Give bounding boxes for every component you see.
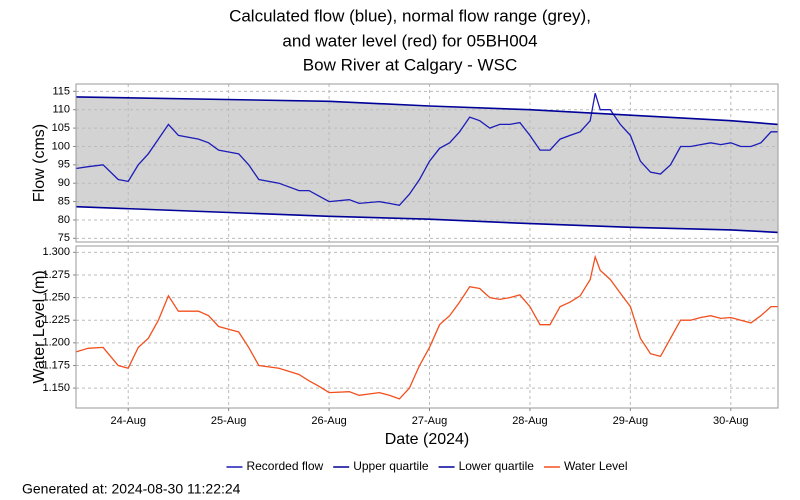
legend-label: Lower quartile (459, 459, 535, 473)
y-tick-label: 115 (52, 85, 70, 97)
chart-title: and water level (red) for 05BH004 (282, 31, 537, 50)
series-line (76, 205, 778, 234)
x-axis-label: Date (2024) (385, 431, 470, 448)
x-tick-label: 27-Aug (412, 415, 447, 427)
y-tick-label: 1.275 (42, 269, 70, 281)
y-tick-label: 1.150 (42, 382, 70, 394)
x-tick-label: 26-Aug (311, 415, 346, 427)
plot-frame (75, 83, 779, 243)
y-tick-label: 1.175 (42, 359, 70, 371)
y-tick-label: 1.200 (42, 337, 70, 349)
y-tick-label: 85 (58, 195, 70, 207)
y-tick-label: 110 (52, 104, 70, 116)
series-line (76, 96, 778, 126)
series-line (76, 93, 778, 207)
plot-frame (75, 245, 779, 409)
x-tick-label: 25-Aug (211, 415, 246, 427)
legend-label: Upper quartile (353, 459, 429, 473)
legend: Recorded flow Upper quartile Lower quartil… (226, 459, 628, 473)
y-tick-label: 1.250 (42, 291, 70, 303)
y-tick-label: 80 (58, 214, 70, 226)
y-axis-label: Water Level (m) (31, 270, 48, 383)
y-tick-label: 75 (58, 232, 70, 244)
series-line (76, 254, 778, 400)
plot-area (76, 246, 778, 408)
chart-title: Calculated flow (blue), normal flow rang… (229, 6, 591, 25)
x-tick-label: 28-Aug (512, 415, 547, 427)
chart-title: Bow River at Calgary - WSC (303, 55, 517, 74)
x-tick-label: 29-Aug (613, 415, 648, 427)
x-tick-label: 30-Aug (713, 415, 748, 427)
y-tick-label: 95 (58, 159, 70, 171)
y-axis-label: Flow (cms) (31, 124, 48, 202)
y-tick-label: 90 (58, 177, 70, 189)
x-tick-label: 24-Aug (110, 415, 145, 427)
legend-label: Recorded flow (246, 459, 323, 473)
y-tick-label: 1.225 (42, 314, 70, 326)
y-tick-label: 100 (52, 140, 70, 152)
generated-note: Generated at: 2024-08-30 11:22:24 (22, 481, 241, 497)
y-tick-label: 1.300 (42, 246, 70, 258)
legend-label: Water Level (564, 459, 628, 473)
y-tick-label: 105 (52, 122, 70, 134)
